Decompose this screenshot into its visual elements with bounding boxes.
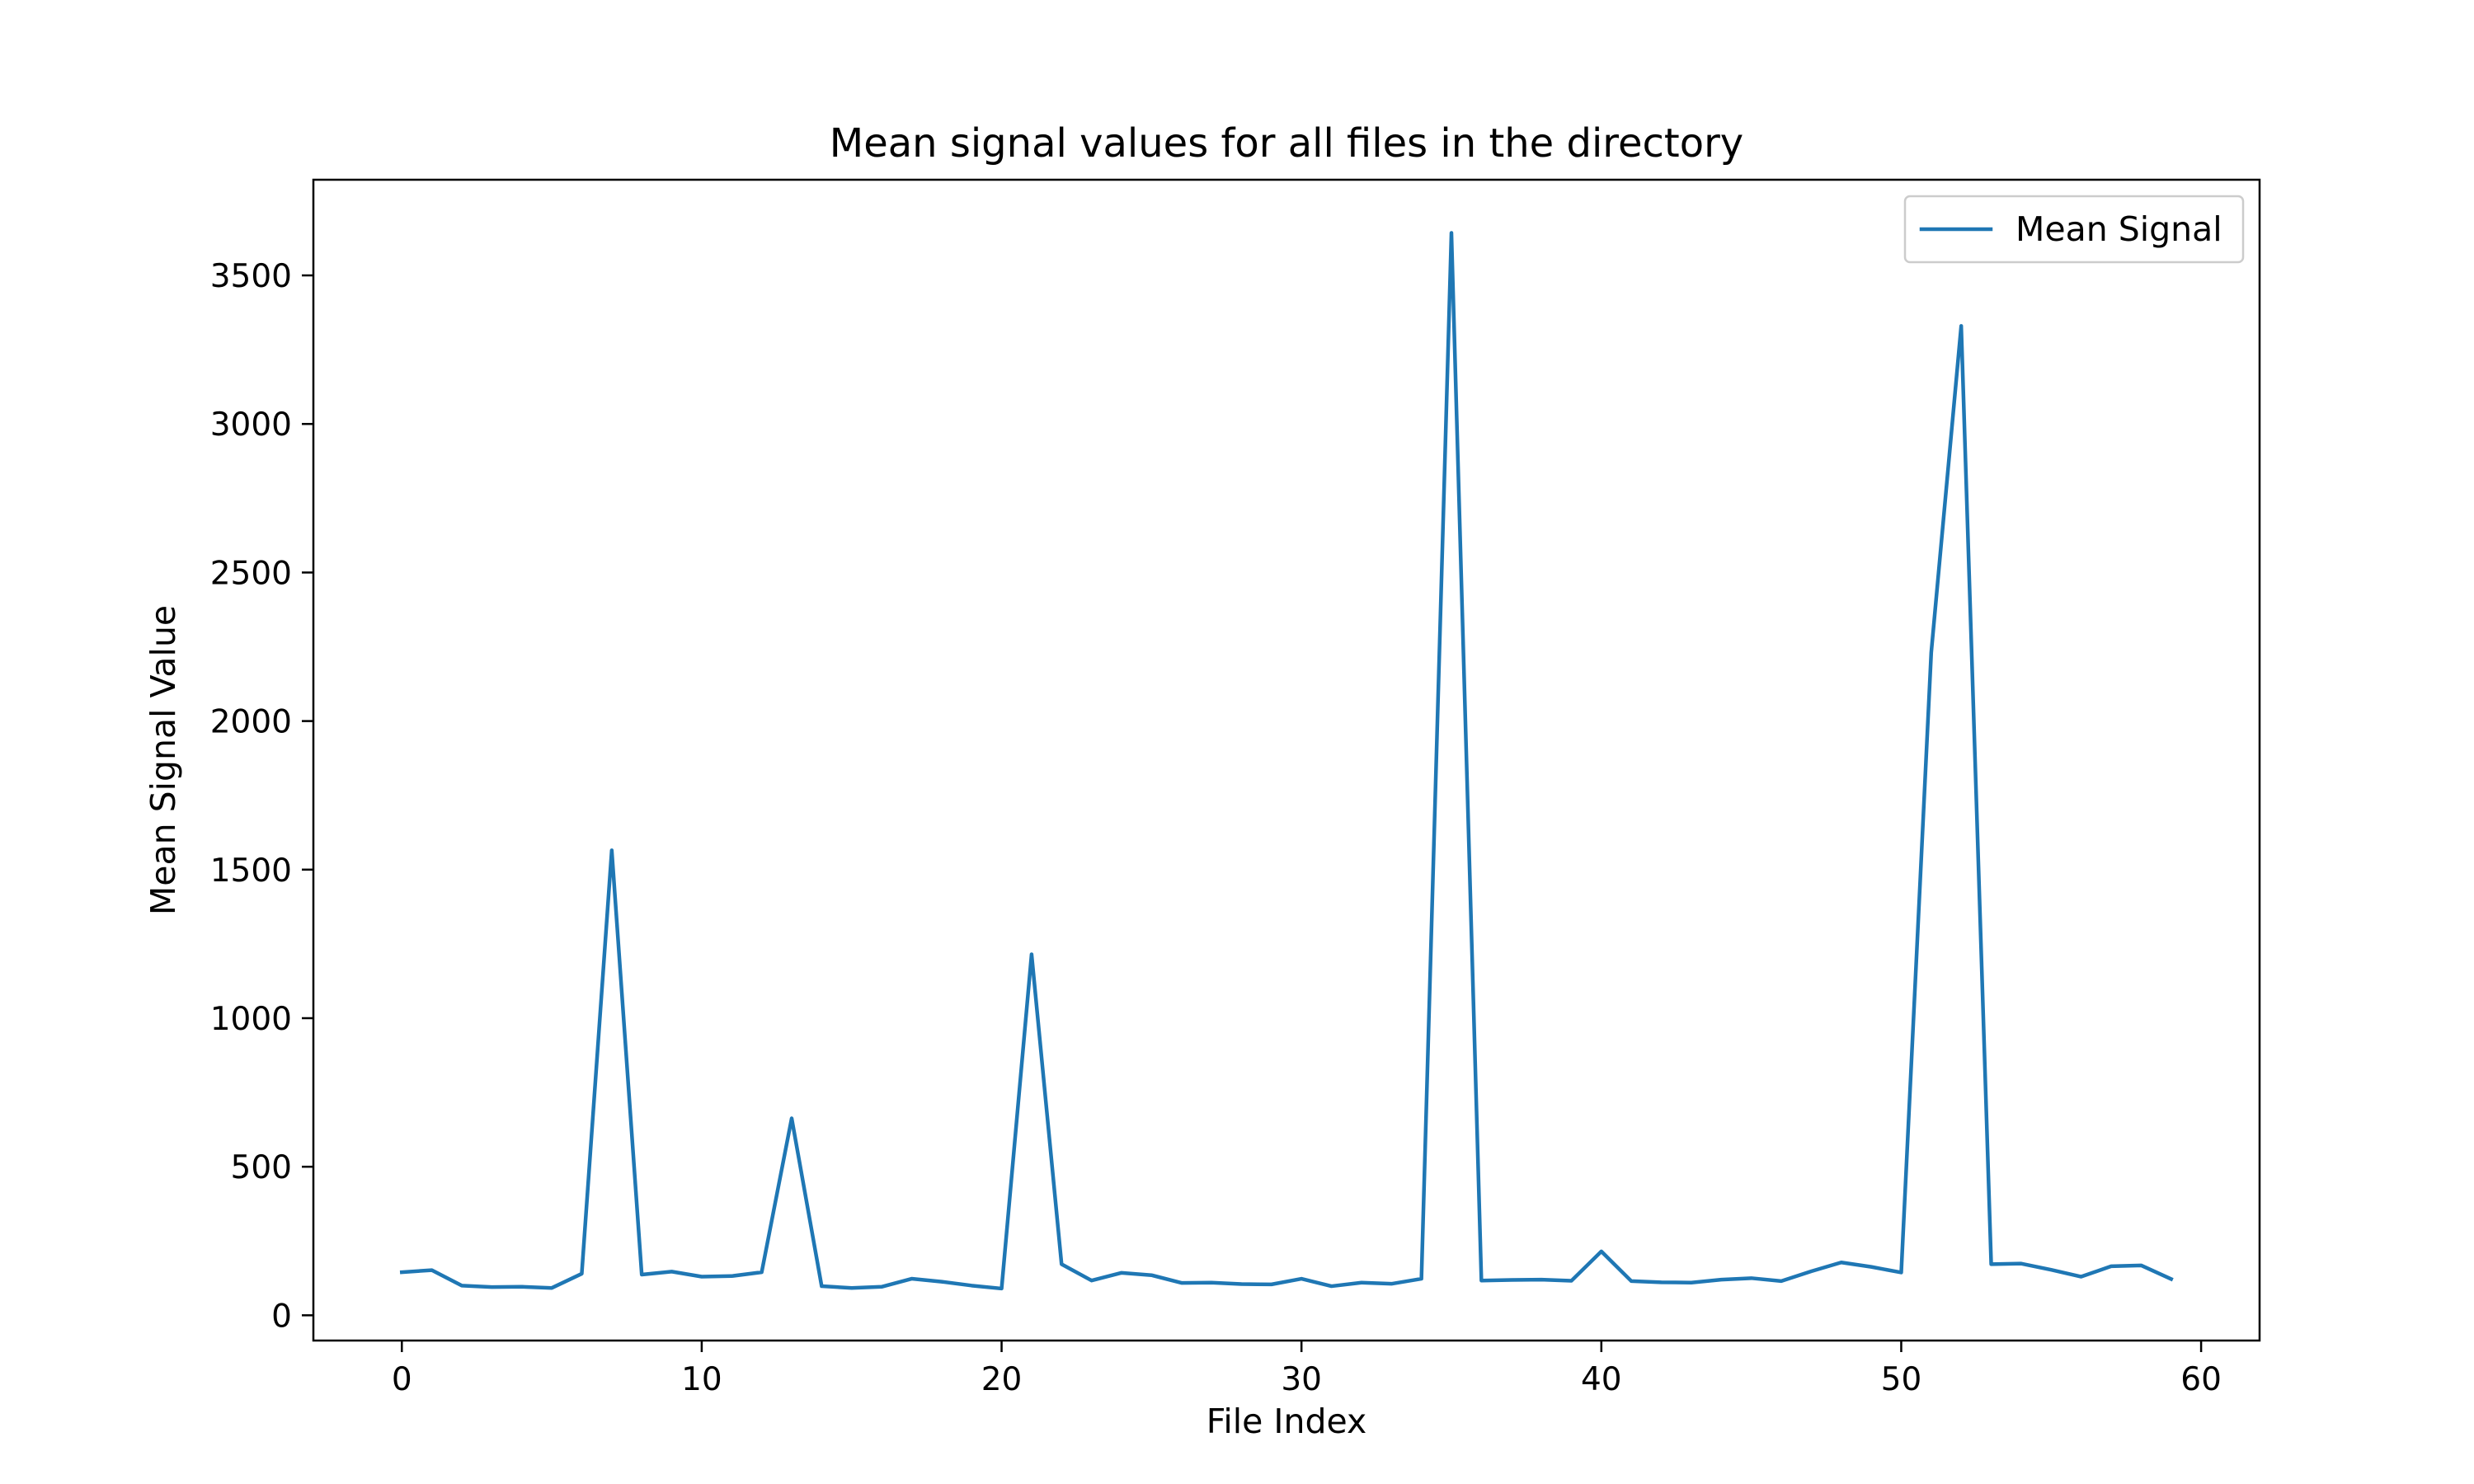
y-axis: 0 500 1000 1500 2000 2500 3000 3500	[210, 258, 313, 1335]
y-axis-title: Mean Signal Value	[143, 605, 183, 915]
x-tick-label: 60	[2180, 1361, 2222, 1398]
legend-label-mean-signal: Mean Signal	[2015, 209, 2222, 249]
y-tick-label: 500	[231, 1149, 292, 1186]
plot-frame	[312, 178, 2261, 1342]
x-tick-label: 20	[981, 1361, 1023, 1398]
x-tick-label: 50	[1881, 1361, 1922, 1398]
x-axis-title: File Index	[1206, 1402, 1367, 1441]
series-line-mean-signal	[399, 231, 2174, 1291]
x-axis: 0 10 20 30 40 50 60	[392, 1341, 2222, 1398]
y-tick-label: 1000	[210, 1001, 292, 1038]
x-tick-label: 10	[681, 1361, 722, 1398]
y-tick-label: 2000	[210, 704, 292, 741]
x-tick-label: 0	[392, 1361, 412, 1398]
plot-area	[312, 178, 2261, 1342]
x-tick-label: 30	[1281, 1361, 1322, 1398]
x-tick-label: 40	[1581, 1361, 1622, 1398]
y-tick-label: 0	[271, 1298, 292, 1335]
y-tick-label: 2500	[210, 555, 292, 592]
y-tick-label: 1500	[210, 852, 292, 890]
y-tick-label: 3000	[210, 406, 292, 444]
legend: Mean Signal	[1903, 195, 2245, 264]
y-tick-label: 3500	[210, 258, 292, 295]
legend-box	[1903, 195, 2245, 264]
chart-title: Mean signal values for all files in the …	[830, 120, 1743, 167]
